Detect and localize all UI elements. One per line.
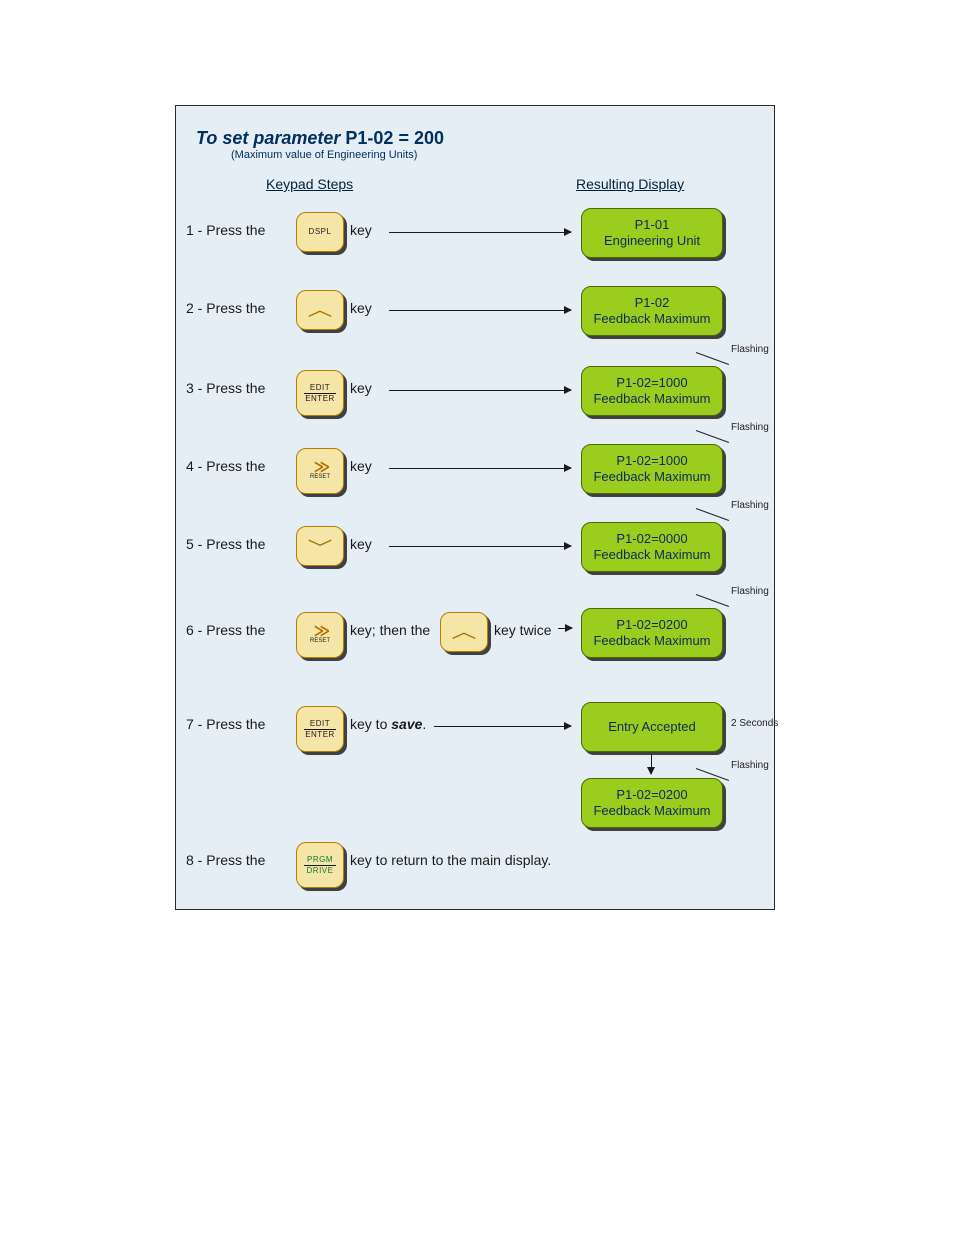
display-line2: Engineering Unit xyxy=(604,233,700,249)
annotation-flashing: Flashing xyxy=(731,586,769,597)
title-eq: = xyxy=(398,128,409,148)
display-line1: Entry Accepted xyxy=(608,719,695,735)
annotation-flashing: Flashing xyxy=(731,760,769,771)
step-text-pre: 5 - Press the xyxy=(186,536,265,552)
step-row-5: 5 - Press the ︿ key P1-02=0000Feedback M… xyxy=(186,520,764,575)
step-text-pre: 8 - Press the xyxy=(186,852,265,868)
display-line1: P1-02=0200 xyxy=(616,787,687,803)
arrow-icon xyxy=(389,390,571,391)
result-display: Entry Accepted xyxy=(581,702,723,752)
arrow-icon xyxy=(558,628,572,629)
col-keypad-steps: Keypad Steps xyxy=(266,176,353,192)
annotation-leader xyxy=(696,352,729,365)
title-value: 200 xyxy=(414,128,444,148)
step-text-mid: key xyxy=(350,300,372,316)
arrow-icon xyxy=(389,546,571,547)
step-text-pre: 2 - Press the xyxy=(186,300,265,316)
step-text-pre: 4 - Press the xyxy=(186,458,265,474)
panel-subtitle: (Maximum value of Engineering Units) xyxy=(231,149,417,161)
display-line2: Feedback Maximum xyxy=(593,469,710,485)
step-text-mid: key xyxy=(350,222,372,238)
step-text-mid: key to save. xyxy=(350,716,426,732)
step-row-1: 1 - Press the DSPL key P1-01Engineering … xyxy=(186,206,764,261)
step-row-8: 8 - Press the PRGMDRIVE key to return to… xyxy=(186,836,764,891)
step-row-2: 2 - Press the ︿ key P1-02Feedback Maximu… xyxy=(186,284,764,339)
display-line2: Feedback Maximum xyxy=(593,633,710,649)
arrow-icon xyxy=(389,310,571,311)
display-line1: P1-02=1000 xyxy=(616,375,687,391)
title-prefix: To set parameter xyxy=(196,128,340,148)
display-line2: Feedback Maximum xyxy=(593,547,710,563)
display-line1: P1-02=1000 xyxy=(616,453,687,469)
key-edit-enter-icon: EDITENTER xyxy=(296,706,344,752)
step-text-pre: 7 - Press the xyxy=(186,716,265,732)
step-text-pre: 3 - Press the xyxy=(186,380,265,396)
result-display: P1-02=0200Feedback Maximum xyxy=(581,608,723,658)
annotation-leader xyxy=(696,594,729,607)
key-right-reset-icon: ≫RESET xyxy=(296,448,344,494)
step-text-pre: 1 - Press the xyxy=(186,222,265,238)
step-text-mid: key xyxy=(350,458,372,474)
annotation-flashing: Flashing xyxy=(731,344,769,355)
panel-title: To set parameter P1-02 = 200 xyxy=(196,128,444,149)
display-line2: Feedback Maximum xyxy=(593,803,710,819)
step-row-4: 4 - Press the ≫RESET key P1-02=1000Feedb… xyxy=(186,442,764,497)
step-text-mid: key xyxy=(350,380,372,396)
key-down-icon: ︿ xyxy=(296,526,344,566)
annotation-leader xyxy=(696,508,729,521)
step-text-post: key twice xyxy=(494,622,552,638)
key-up-icon: ︿ xyxy=(440,612,488,652)
arrow-icon xyxy=(389,468,571,469)
down-arrow-icon xyxy=(651,754,652,774)
key-up-icon: ︿ xyxy=(296,290,344,330)
display-line1: P1-01 xyxy=(635,217,670,233)
annotation-leader xyxy=(696,430,729,443)
key-prgm-drive-icon: PRGMDRIVE xyxy=(296,842,344,888)
result-display: P1-02=0000Feedback Maximum xyxy=(581,522,723,572)
instruction-panel: To set parameter P1-02 = 200 (Maximum va… xyxy=(175,105,775,910)
key-right-reset-icon: ≫RESET xyxy=(296,612,344,658)
col-resulting-display: Resulting Display xyxy=(576,176,684,192)
key-edit-enter-icon: EDITENTER xyxy=(296,370,344,416)
step-text-mid: key xyxy=(350,536,372,552)
result-display: P1-02=1000Feedback Maximum xyxy=(581,366,723,416)
display-line2: Feedback Maximum xyxy=(593,311,710,327)
step-row-7: 7 - Press the EDITENTER key to save. Ent… xyxy=(186,700,764,755)
step-text-mid: key; then the xyxy=(350,622,430,638)
arrow-icon xyxy=(389,232,571,233)
annotation-two-seconds: 2 Seconds xyxy=(731,718,778,729)
display-line1: P1-02=0200 xyxy=(616,617,687,633)
step-text-pre: 6 - Press the xyxy=(186,622,265,638)
result-display: P1-02Feedback Maximum xyxy=(581,286,723,336)
title-param: P1-02 xyxy=(345,128,393,148)
result-display: P1-02=1000Feedback Maximum xyxy=(581,444,723,494)
display-line2: Feedback Maximum xyxy=(593,391,710,407)
page: To set parameter P1-02 = 200 (Maximum va… xyxy=(0,0,954,1235)
step-row-3: 3 - Press the EDITENTER key P1-02=1000Fe… xyxy=(186,364,764,419)
display-line1: P1-02=0000 xyxy=(616,531,687,547)
display-line1: P1-02 xyxy=(635,295,670,311)
result-display: P1-01Engineering Unit xyxy=(581,208,723,258)
step-row-6: 6 - Press the ≫RESET key; then the ︿ key… xyxy=(186,606,764,661)
result-display-2: P1-02=0200Feedback Maximum xyxy=(581,778,723,828)
annotation-flashing: Flashing xyxy=(731,500,769,511)
annotation-flashing: Flashing xyxy=(731,422,769,433)
key-dspl-icon: DSPL xyxy=(296,212,344,252)
arrow-icon xyxy=(434,726,571,727)
step-text-mid: key to return to the main display. xyxy=(350,852,551,868)
